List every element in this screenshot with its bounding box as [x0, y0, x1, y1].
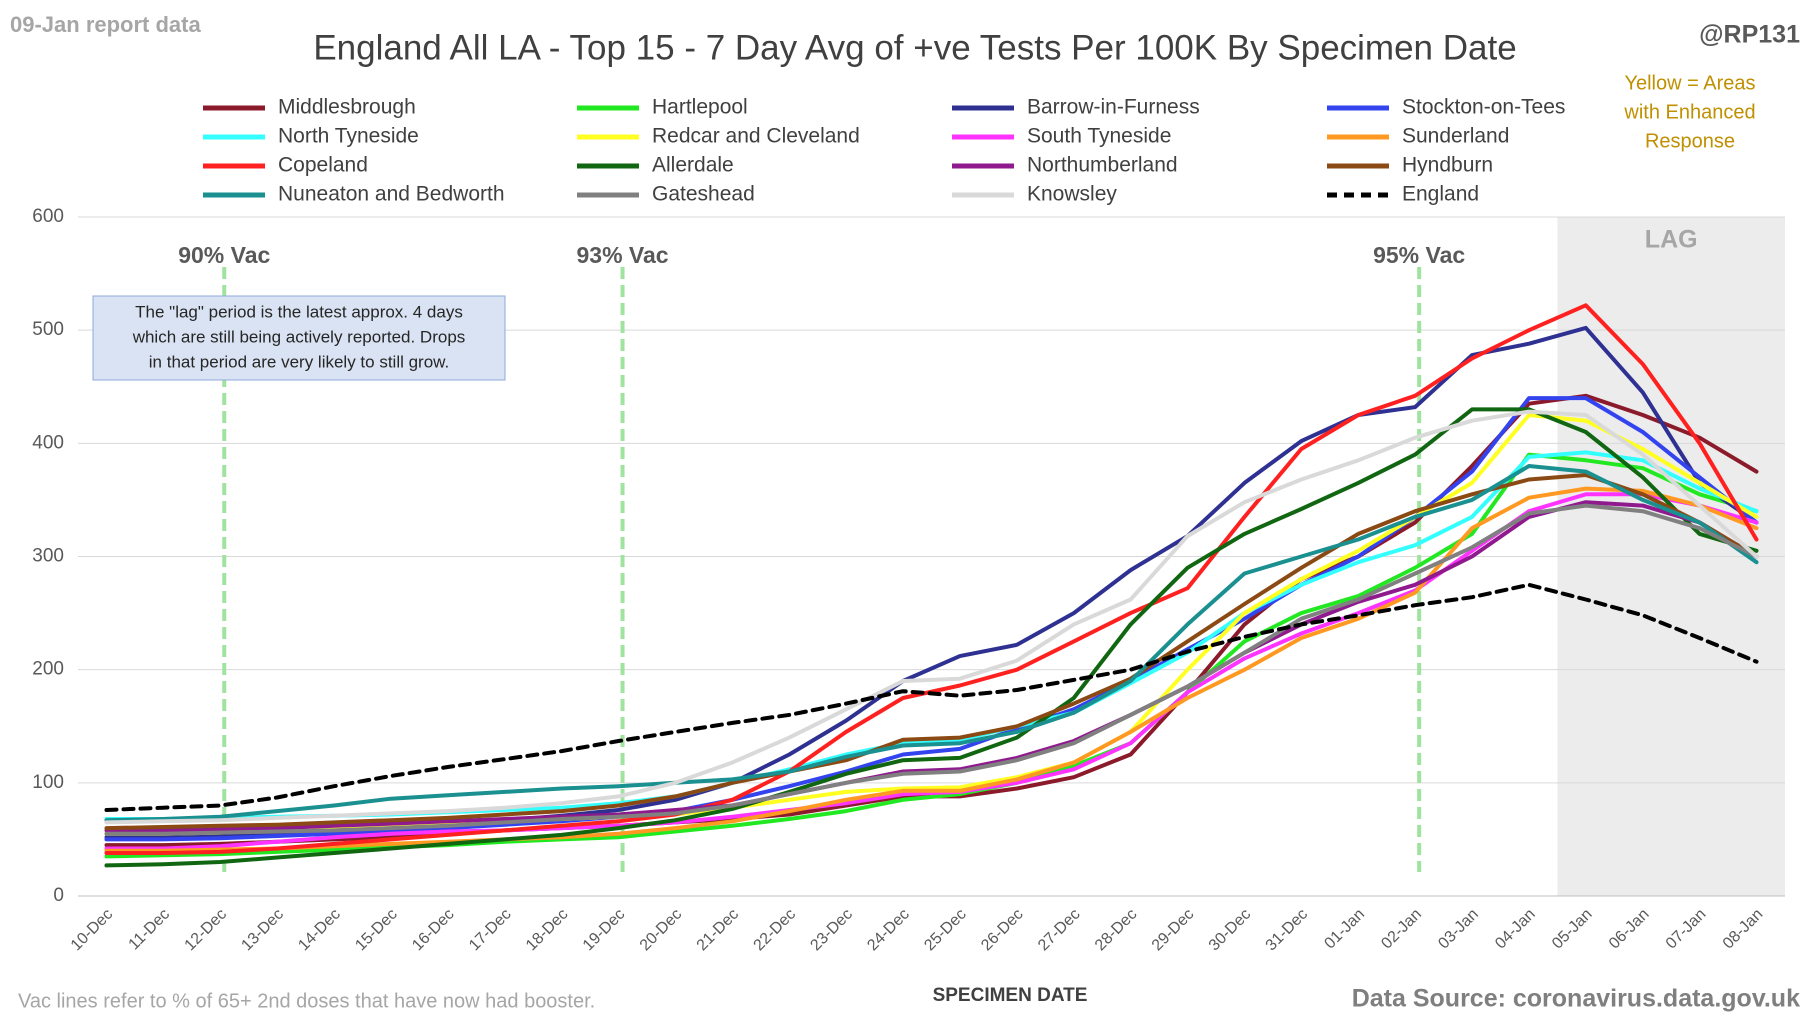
legend-label: Allerdale: [652, 154, 734, 177]
legend-label: Copeland: [278, 154, 368, 177]
legend-label: Redcar and Cleveland: [652, 125, 860, 148]
y-tick-label: 100: [32, 772, 64, 793]
series-line: [104, 492, 1759, 851]
series-line: [104, 500, 1759, 833]
vac-label: 90% Vac: [178, 242, 270, 268]
report-note: 09-Jan report data: [10, 12, 201, 37]
series-line: [104, 407, 1759, 868]
y-tick-label: 400: [32, 432, 64, 453]
legend-label: Nuneaton and Bedworth: [278, 183, 505, 206]
note-text: The "lag" period is the latest approx. 4…: [135, 302, 463, 321]
series-line: [104, 486, 1759, 853]
series-line: [104, 409, 1759, 825]
enhanced-note: Response: [1645, 130, 1735, 152]
note-text: in that period are very likely to still …: [149, 352, 449, 371]
y-tick-label: 600: [32, 206, 64, 227]
lag-label: LAG: [1645, 226, 1698, 254]
note-text: which are still being actively reported.…: [132, 327, 466, 346]
vac-label: 93% Vac: [577, 242, 669, 268]
legend-label: Stockton-on-Tees: [1402, 96, 1565, 119]
handle: @RP131: [1699, 21, 1800, 49]
x-axis-label: SPECIMEN DATE: [933, 985, 1088, 1006]
note-box: [92, 295, 506, 381]
legend-label: South Tyneside: [1027, 125, 1171, 148]
y-tick-label: 0: [53, 885, 64, 906]
legend-label: Knowsley: [1027, 183, 1117, 206]
footer-left: Vac lines refer to % of 65+ 2nd doses th…: [18, 990, 595, 1012]
enhanced-note: Yellow = Areas: [1624, 72, 1755, 94]
legend-label: Hartlepool: [652, 96, 748, 119]
series-line: [104, 396, 1759, 842]
series-line: [104, 503, 1759, 836]
series-line: [104, 473, 1759, 831]
legend-label: North Tyneside: [278, 125, 419, 148]
legend-label: Barrow-in-Furness: [1027, 96, 1200, 119]
legend-label: Hyndburn: [1402, 154, 1493, 177]
legend-label: England: [1402, 183, 1479, 206]
y-tick-label: 200: [32, 659, 64, 680]
legend-label: Sunderland: [1402, 125, 1509, 148]
vac-label: 95% Vac: [1373, 242, 1465, 268]
enhanced-note: with Enhanced: [1623, 101, 1755, 123]
chart-title: England All LA - Top 15 - 7 Day Avg of +…: [313, 28, 1516, 67]
y-tick-label: 500: [32, 319, 64, 340]
legend-label: Middlesbrough: [278, 96, 416, 119]
series-line: [104, 464, 1759, 823]
footer-right: Data Source: coronavirus.data.gov.uk: [1352, 985, 1800, 1013]
legend-label: Northumberland: [1027, 154, 1178, 177]
series-line: [104, 413, 1759, 836]
y-tick-label: 300: [32, 546, 64, 567]
series-line: [104, 582, 1759, 812]
legend-label: Gateshead: [652, 183, 755, 206]
